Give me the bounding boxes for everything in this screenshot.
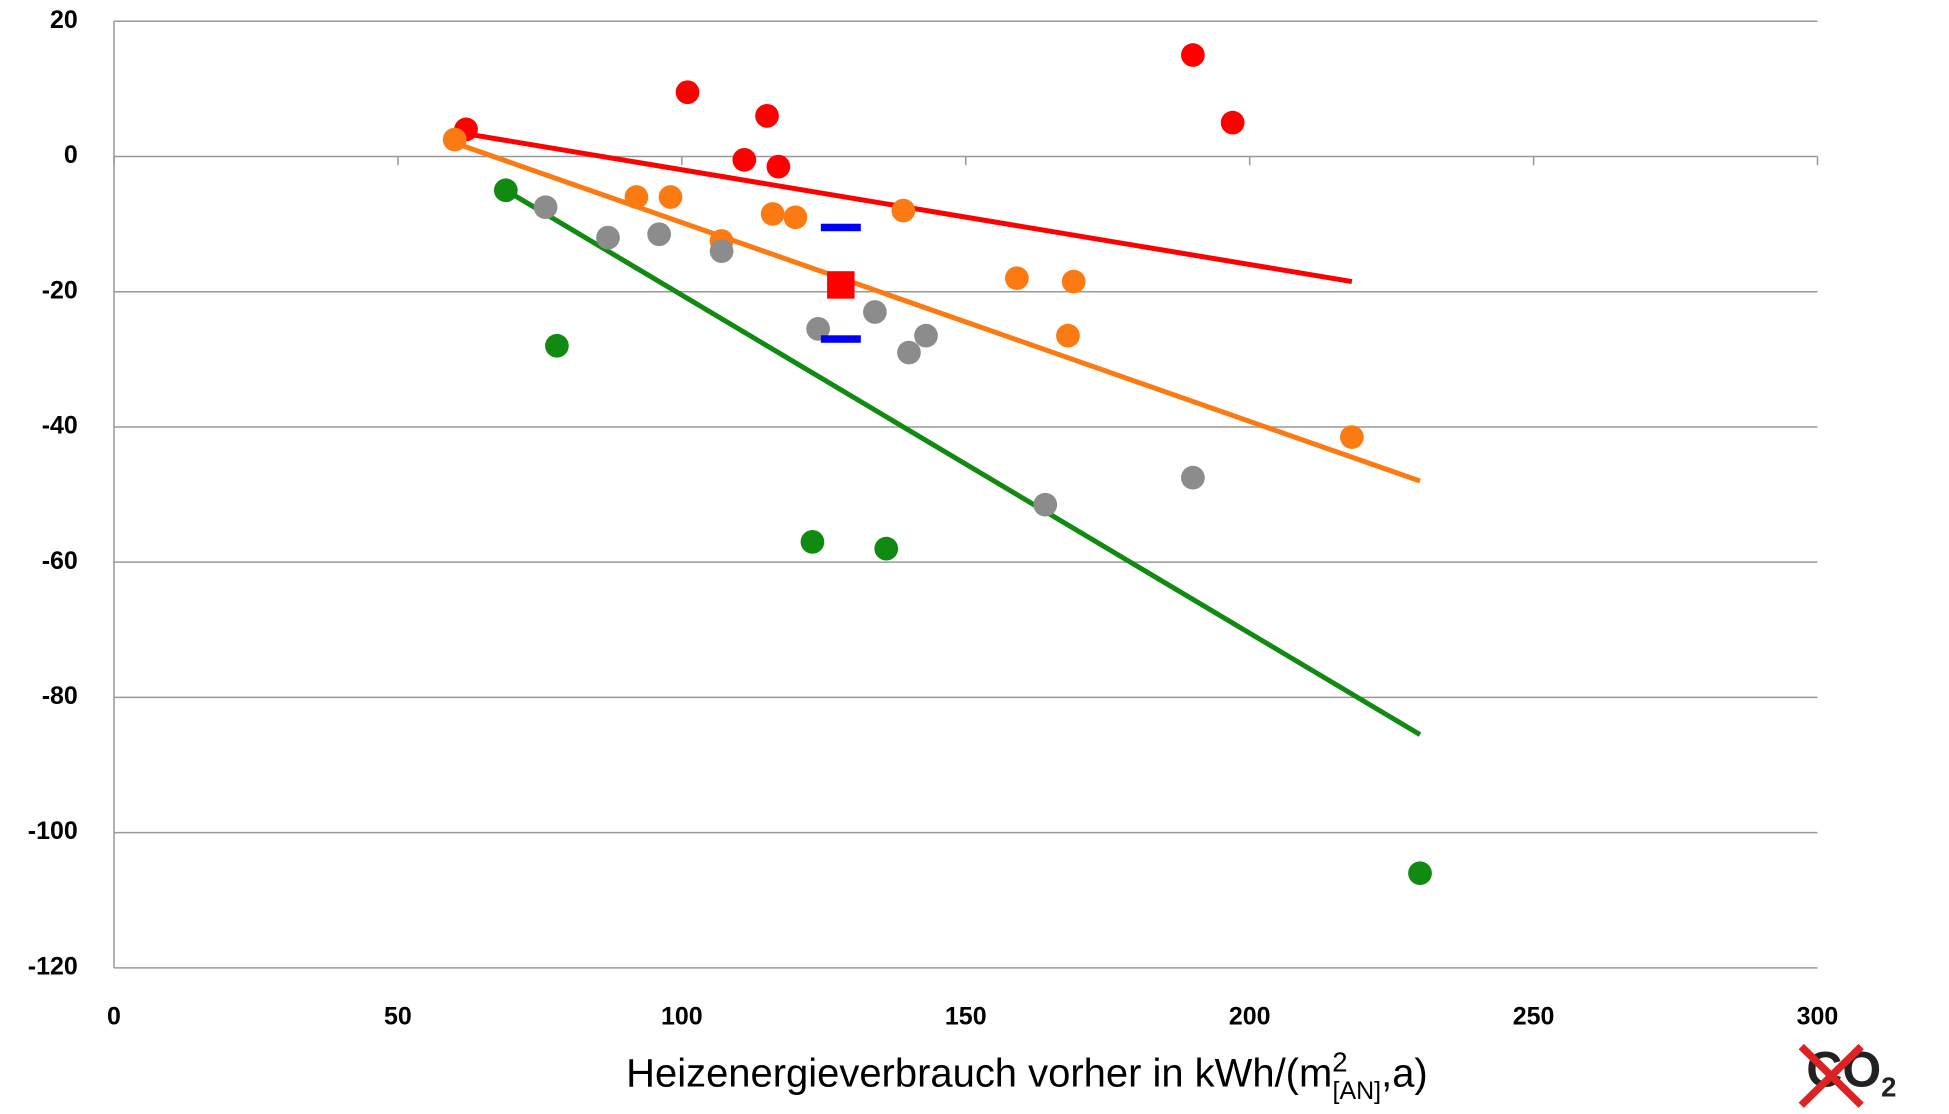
data-point xyxy=(1033,492,1058,517)
data-point xyxy=(1181,43,1205,67)
x-axis-title: Heizenergieverbrauch vorher in kWh/(m2 [A… xyxy=(626,1047,1428,1105)
data-point xyxy=(442,127,467,152)
data-point xyxy=(874,536,899,561)
data-point xyxy=(596,225,620,250)
data-point xyxy=(1220,110,1245,135)
x-tick-label: 100 xyxy=(661,1002,703,1030)
data-point xyxy=(1340,425,1364,449)
x-axis-title-end: ,a) xyxy=(1381,1052,1428,1096)
data-point xyxy=(1408,861,1432,886)
y-tick-label: -80 xyxy=(42,682,78,710)
y-tick-label: -120 xyxy=(28,952,78,980)
y-tick-label: -20 xyxy=(42,276,78,304)
trendline xyxy=(504,188,1422,737)
data-point xyxy=(533,195,558,220)
x-tick-label: 150 xyxy=(945,1002,987,1030)
data-point xyxy=(863,300,887,324)
logo-cross xyxy=(1798,1043,1864,1108)
x-tick-label: 50 xyxy=(384,1002,412,1030)
data-point xyxy=(1004,266,1029,291)
marker-dash xyxy=(820,223,861,232)
data-point xyxy=(806,317,830,341)
x-axis-title-main: Heizenergieverbrauch vorher in kWh/(m xyxy=(626,1052,1332,1096)
x-tick-label: 200 xyxy=(1229,1002,1271,1030)
data-point xyxy=(732,147,757,172)
logo-sub: 2 xyxy=(1881,1072,1896,1103)
data-point xyxy=(647,222,671,247)
data-point xyxy=(658,185,683,209)
data-point xyxy=(1056,323,1080,348)
data-point xyxy=(624,185,649,209)
x-tick-label: 300 xyxy=(1797,1002,1839,1030)
y-tick-label: -100 xyxy=(28,817,78,845)
y-tick-label: 20 xyxy=(50,6,78,34)
data-point xyxy=(783,205,808,230)
x-axis-title-sup: 2 xyxy=(1332,1047,1347,1078)
data-point xyxy=(709,239,734,263)
x-axis-title-sub: [AN] xyxy=(1333,1077,1382,1105)
trendline xyxy=(453,140,1421,484)
y-tick-label: -40 xyxy=(42,412,78,440)
marker-dash xyxy=(820,335,861,343)
y-tick-label: -60 xyxy=(42,547,78,575)
data-point xyxy=(545,333,569,358)
x-tick-label: 250 xyxy=(1513,1002,1555,1030)
data-point xyxy=(800,530,825,554)
data-point xyxy=(1181,465,1205,490)
logo: CO2 xyxy=(1798,1042,1896,1108)
data-point xyxy=(914,323,938,348)
y-tick-label: 0 xyxy=(64,141,78,169)
data-point xyxy=(897,340,921,365)
x-tick-label: 0 xyxy=(107,1002,121,1030)
marker-square xyxy=(827,271,855,299)
data-point xyxy=(891,198,916,223)
data-point xyxy=(675,80,700,105)
data-point xyxy=(755,104,779,128)
data-point xyxy=(493,178,518,203)
data-point xyxy=(766,154,791,179)
data-point xyxy=(1061,269,1086,294)
data-point xyxy=(760,202,785,226)
